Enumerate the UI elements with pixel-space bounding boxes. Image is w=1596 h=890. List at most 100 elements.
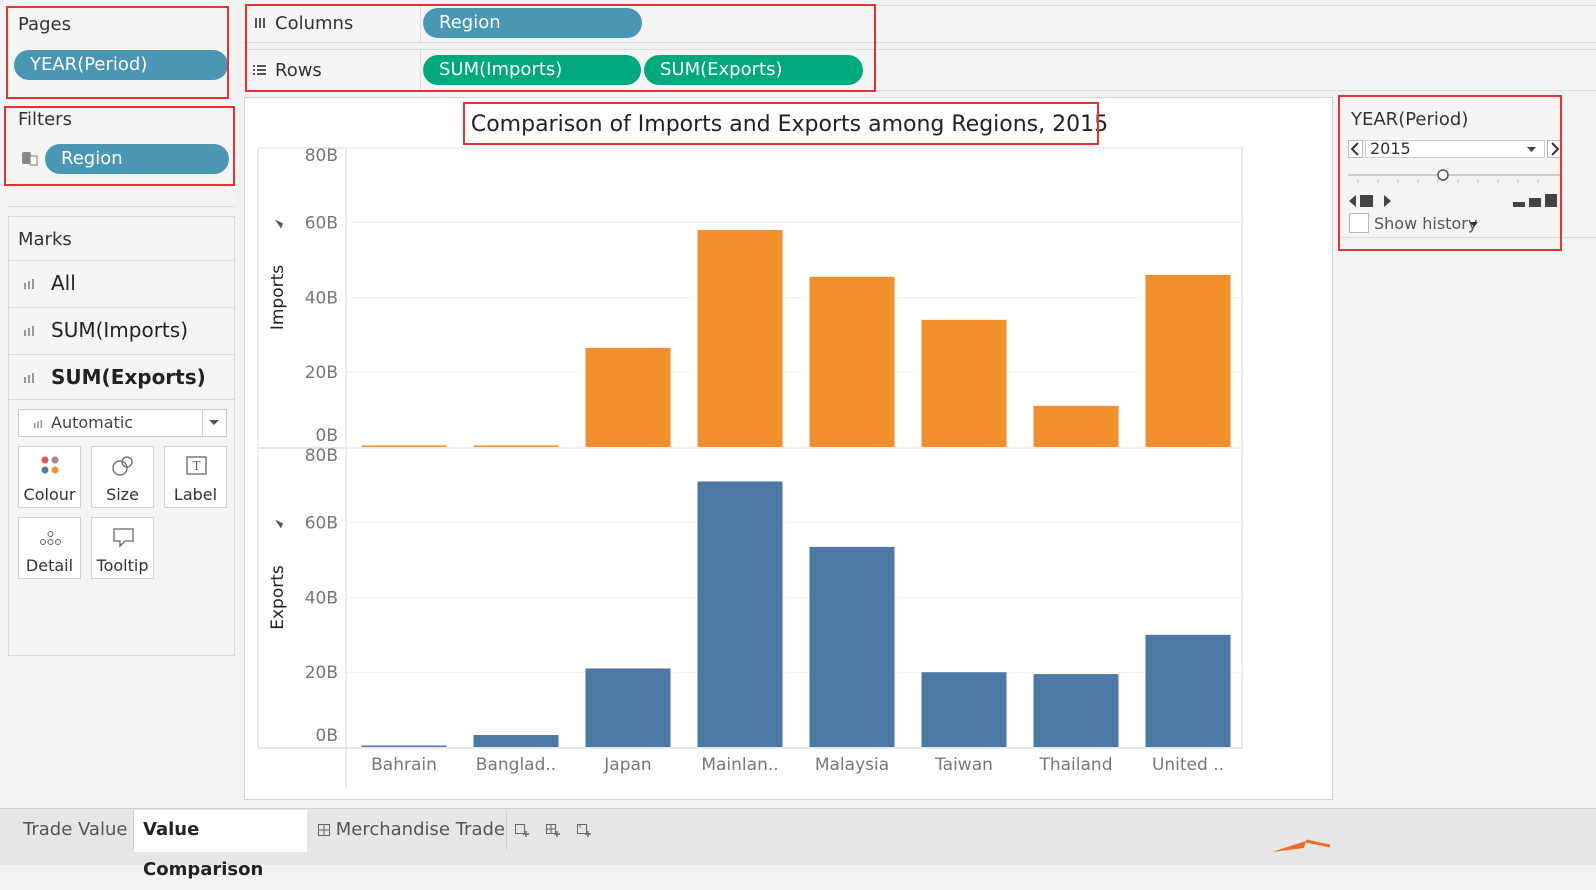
- bar-chart-icon: [24, 373, 34, 383]
- next-page-icon[interactable]: [1547, 140, 1562, 158]
- label-button[interactable]: T Label: [164, 446, 227, 508]
- rows-pill-exports[interactable]: SUM(Exports): [644, 55, 863, 85]
- filter-pill-region[interactable]: Region: [45, 144, 229, 174]
- y-tick-label: 80B: [305, 146, 338, 166]
- pages-shelf: Pages YEAR(Period): [8, 6, 235, 98]
- colour-label: Colour: [23, 485, 76, 504]
- y-axis-title: Imports: [268, 265, 288, 330]
- page-select[interactable]: 2015: [1365, 139, 1545, 158]
- bar: [809, 276, 895, 447]
- database-icon: [22, 152, 38, 166]
- prev-page-icon[interactable]: [1348, 140, 1363, 158]
- bar: [921, 672, 1007, 747]
- x-tick-label: Taiwan: [934, 755, 993, 775]
- marks-title: Marks: [18, 229, 72, 250]
- page-control-card: YEAR(Period) 2015 Show history: [1340, 95, 1596, 238]
- x-tick-label: Malaysia: [815, 755, 889, 775]
- y-tick-label: 60B: [305, 214, 338, 234]
- bar: [1033, 674, 1119, 747]
- detail-icon: [40, 531, 61, 545]
- caret-down-icon: [1470, 222, 1478, 227]
- colour-button[interactable]: Colour: [18, 446, 81, 508]
- x-tick-label: Banglad..: [476, 755, 556, 775]
- dashboard-icon: [318, 824, 330, 836]
- bar: [809, 546, 895, 747]
- bar: [361, 745, 447, 747]
- new-worksheet-icon[interactable]: [514, 822, 530, 838]
- bar: [473, 735, 559, 747]
- pin-icon: [275, 219, 283, 229]
- rows-label: Rows: [275, 60, 322, 81]
- bar: [697, 481, 783, 747]
- rows-pill-imports[interactable]: SUM(Imports): [423, 55, 641, 85]
- y-tick-label: 40B: [305, 288, 338, 308]
- size-label: Size: [106, 485, 139, 504]
- y-tick-label: 0B: [316, 726, 338, 746]
- tooltip-icon: [113, 528, 134, 548]
- tooltip-button[interactable]: Tooltip: [91, 517, 154, 579]
- marks-item-all[interactable]: All: [9, 260, 235, 306]
- chart-title: Comparison of Imports and Exports among …: [470, 112, 1109, 137]
- marks-item-label: SUM(Imports): [51, 318, 188, 342]
- new-story-icon[interactable]: [576, 822, 592, 838]
- tooltip-label: Tooltip: [96, 556, 149, 575]
- pages-title: Pages: [18, 14, 71, 35]
- tab-merchandise-trade[interactable]: Merchandise Trade: [310, 810, 507, 850]
- y-tick-label: 20B: [305, 363, 338, 383]
- bar: [1145, 274, 1231, 447]
- x-tick-label: Mainlan..: [701, 755, 778, 775]
- bar-chart: 0B 20B 40B 60B 80B Imports 0B 20B 40B 60B 80B Expor…: [257, 146, 1243, 788]
- marks-item-label: All: [51, 271, 76, 295]
- marks-item-imports[interactable]: SUM(Imports): [9, 307, 235, 353]
- y-tick-label: 0B: [316, 426, 338, 446]
- bar-chart-icon: [24, 326, 34, 336]
- arrow-annotation: [1272, 839, 1330, 852]
- bar: [1033, 405, 1119, 447]
- columns-pill-region[interactable]: Region: [423, 8, 642, 38]
- bar: [697, 230, 783, 447]
- detail-button[interactable]: Detail: [18, 517, 81, 579]
- tab-trade-value[interactable]: Trade Value: [14, 810, 134, 850]
- bar-chart-icon: [24, 279, 34, 289]
- show-history-label[interactable]: Show history: [1374, 214, 1478, 233]
- x-tick-label: Japan: [603, 755, 651, 775]
- columns-label: Columns: [275, 13, 354, 34]
- y-tick-label: 80B: [305, 446, 338, 466]
- page-control-title: YEAR(Period): [1351, 109, 1469, 130]
- y-tick-label: 60B: [305, 514, 338, 534]
- bar: [1145, 634, 1231, 747]
- show-history-checkbox[interactable]: [1349, 213, 1369, 233]
- text-label-icon: T: [186, 456, 207, 475]
- mark-type-dropdown[interactable]: Automatic: [18, 409, 227, 437]
- bar-chart-icon: [33, 419, 43, 429]
- new-dashboard-icon[interactable]: [545, 822, 561, 838]
- pin-icon: [275, 519, 283, 529]
- page-slider[interactable]: [1348, 167, 1560, 187]
- colour-icon: [41, 456, 59, 474]
- speed-controls[interactable]: [1512, 193, 1560, 209]
- y-tick-label: 40B: [305, 588, 338, 608]
- tab-label: Merchandise Trade: [335, 819, 505, 840]
- filters-title: Filters: [18, 109, 72, 130]
- pages-pill-year[interactable]: YEAR(Period): [14, 50, 228, 80]
- tab-value-comparison[interactable]: Value Comparison: [134, 810, 307, 880]
- y-axis-title: Exports: [268, 565, 288, 630]
- bar: [921, 319, 1007, 447]
- rows-icon: [253, 65, 266, 75]
- bar: [585, 347, 671, 447]
- detail-label: Detail: [25, 556, 74, 575]
- mark-type-value: Automatic: [51, 413, 134, 432]
- x-tick-label: Bahrain: [371, 755, 437, 775]
- y-tick-label: 20B: [305, 663, 338, 683]
- x-tick-label: Thailand: [1038, 755, 1112, 775]
- marks-item-exports[interactable]: SUM(Exports): [9, 354, 235, 400]
- size-icon: [112, 456, 133, 476]
- size-button[interactable]: Size: [91, 446, 154, 508]
- chevron-down-icon: [209, 420, 219, 425]
- marks-item-label: SUM(Exports): [51, 365, 206, 389]
- bar: [361, 445, 447, 447]
- columns-icon: [255, 18, 265, 28]
- filters-shelf: Filters Region: [8, 104, 235, 207]
- rows-shelf: Rows SUM(Imports) SUM(Exports): [244, 49, 1596, 92]
- playback-controls[interactable]: [1348, 193, 1392, 209]
